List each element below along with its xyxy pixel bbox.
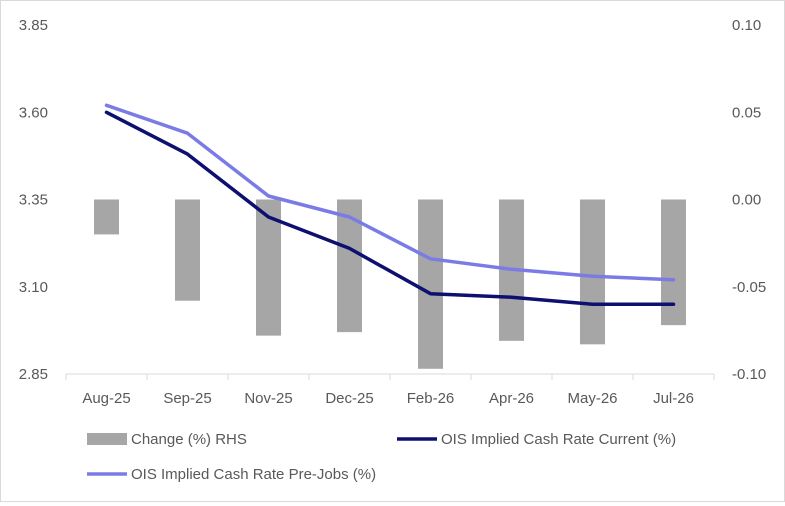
- bar-change-aug-25: [94, 199, 119, 235]
- right-y-tick-label: -0.05: [732, 279, 766, 296]
- legend-swatch-bar: [87, 433, 127, 445]
- left-y-tick-label: 3.10: [19, 279, 48, 296]
- right-y-tick-label: 0.05: [732, 104, 761, 121]
- left-y-tick-label: 2.85: [19, 366, 48, 383]
- legend-item: Change (%) RHS: [87, 431, 247, 448]
- line-series-layer: [104, 103, 676, 306]
- legend-item: OIS Implied Cash Rate Current (%): [397, 431, 676, 448]
- axes-layer: [65, 373, 715, 380]
- x-tick-label: Nov-25: [244, 390, 292, 407]
- x-tick-label: May-26: [567, 390, 617, 407]
- bar-series-layer: [94, 199, 686, 369]
- x-tick-label: Apr-26: [489, 390, 534, 407]
- bar-change-sep-25: [175, 199, 200, 301]
- legend: Change (%) RHS OIS Implied Cash Rate Curr…: [87, 431, 676, 483]
- bar-change-dec-25: [337, 199, 362, 333]
- legend-label: Change (%) RHS: [131, 431, 247, 448]
- bar-change-jul-26: [661, 199, 686, 326]
- bar-change-may-26: [580, 199, 605, 345]
- x-tick-label: Feb-26: [407, 390, 455, 407]
- left-axis-tick-labels: 3.85 3.60 3.35 3.10 2.85: [19, 17, 48, 383]
- left-y-tick-label: 3.60: [19, 104, 48, 121]
- x-axis-tick-labels: Aug-25 Sep-25 Nov-25 Dec-25 Feb-26 Apr-26 May-…: [82, 390, 694, 407]
- x-tick-label: Jul-26: [653, 390, 694, 407]
- x-tick-label: Sep-25: [163, 390, 211, 407]
- x-tick-label: Aug-25: [82, 390, 130, 407]
- right-y-tick-label: 0.00: [732, 192, 761, 209]
- legend-label: OIS Implied Cash Rate Pre-Jobs (%): [131, 466, 376, 483]
- left-y-tick-label: 3.35: [19, 192, 48, 209]
- line-ois-implied-cash-rate-pre-jobs: [104, 103, 676, 282]
- left-y-tick-label: 3.85: [19, 17, 48, 34]
- x-tick-label: Dec-25: [325, 390, 373, 407]
- right-axis-tick-labels: 0.10 0.05 0.00 -0.05 -0.10: [732, 17, 766, 383]
- legend-label: OIS Implied Cash Rate Current (%): [441, 431, 676, 448]
- line-ois-implied-cash-rate-current: [104, 110, 676, 306]
- right-y-tick-label: -0.10: [732, 366, 766, 383]
- right-y-tick-label: 0.10: [732, 17, 761, 34]
- bar-change-feb-26: [418, 199, 443, 369]
- legend-item: OIS Implied Cash Rate Pre-Jobs (%): [87, 466, 376, 483]
- bar-change-nov-25: [256, 199, 281, 336]
